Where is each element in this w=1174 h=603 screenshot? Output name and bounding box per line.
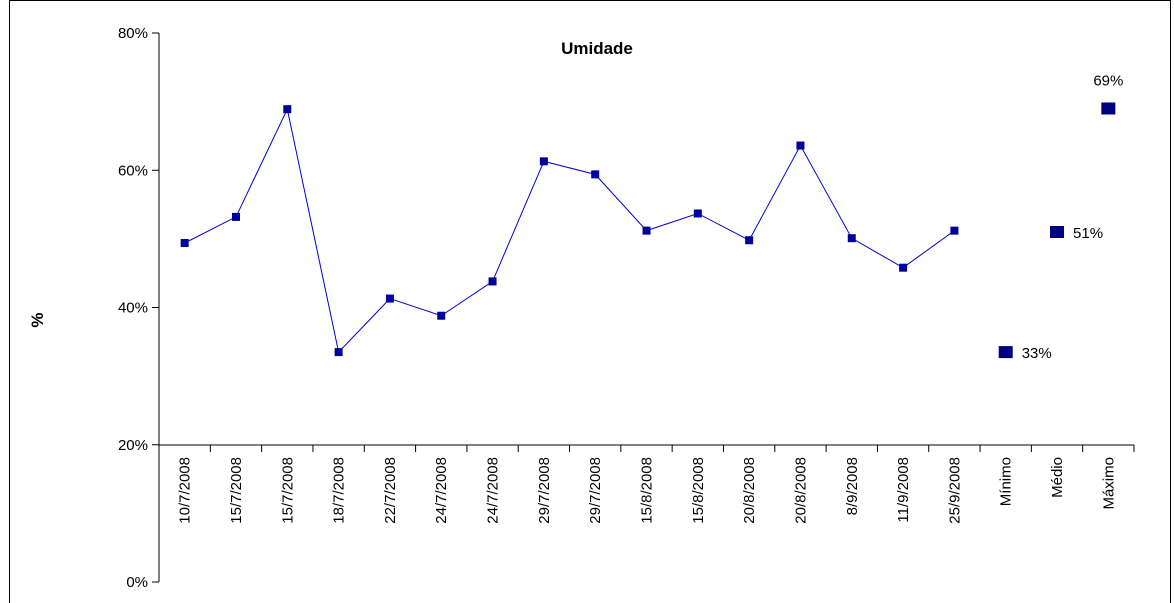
plot-marks: 33% 51% 69%: [180, 72, 1123, 362]
y-tick-label: 20%: [118, 437, 148, 454]
data-point: [283, 105, 292, 114]
x-tick-label: 11/9/2008: [895, 457, 912, 523]
data-point: [899, 263, 908, 272]
data-point: [796, 141, 805, 150]
x-tick-label: 25/9/2008: [946, 457, 963, 524]
data-point: [385, 294, 394, 303]
x-tick-label: 29/7/2008: [536, 457, 553, 524]
x-tick-label: 20/8/2008: [741, 457, 758, 524]
y-tick-label: 0%: [126, 574, 148, 591]
summary-data-label: 33%: [1022, 345, 1052, 362]
summary-data-label: 51%: [1073, 225, 1103, 242]
x-tick-label: 15/7/2008: [279, 457, 296, 524]
x-tick-label: 8/9/2008: [844, 457, 861, 515]
summary-point: [998, 346, 1013, 359]
data-point: [437, 311, 446, 320]
data-point: [231, 212, 240, 221]
summary-data-label: 69%: [1093, 72, 1123, 89]
y-tick-label: 60%: [118, 162, 148, 179]
summary-point: [1050, 226, 1065, 239]
x-tick-label: 29/7/2008: [587, 457, 604, 524]
x-tick-label: 15/7/2008: [228, 457, 245, 524]
x-tick-label: 15/8/2008: [690, 457, 707, 524]
y-tick-label: 40%: [118, 300, 148, 317]
x-tick-label: 15/8/2008: [639, 457, 656, 524]
y-axis-label: %: [28, 312, 47, 327]
x-tick-label: Mínimo: [998, 457, 1015, 506]
data-point: [488, 277, 497, 286]
chart-title: Umidade: [561, 39, 633, 58]
data-point: [745, 236, 754, 245]
data-point: [180, 238, 189, 247]
x-tick-label: 18/7/2008: [331, 457, 348, 524]
x-tick-label: 24/7/2008: [485, 457, 502, 524]
data-point: [334, 348, 343, 357]
summary-point: [1101, 102, 1116, 115]
data-point: [950, 226, 959, 235]
x-tick-label: 10/7/2008: [177, 457, 194, 524]
y-tick-label: 80%: [118, 25, 148, 42]
chart-frame: [9, 0, 1171, 603]
data-point: [539, 157, 548, 166]
series-line: [184, 107, 955, 354]
data-point: [591, 170, 600, 179]
data-point: [693, 209, 702, 218]
x-tick-label: 22/7/2008: [382, 457, 399, 524]
x-tick-label: 20/8/2008: [792, 457, 809, 524]
axes: 0% 20% 40% 60% 80% 10/7/2008 15/7/2008 15/7/200…: [118, 25, 1135, 591]
data-point: [642, 226, 651, 235]
x-tick-label: Máximo: [1100, 457, 1117, 510]
x-tick-label: Médio: [1049, 457, 1066, 498]
x-tick-label: 24/7/2008: [433, 457, 450, 524]
data-point: [847, 234, 856, 243]
